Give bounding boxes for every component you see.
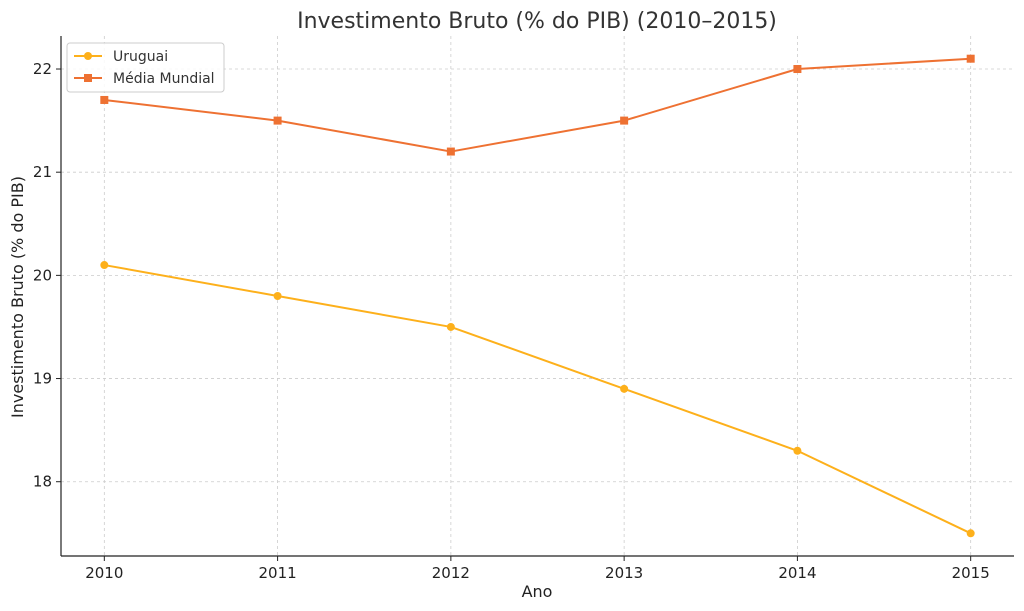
chart-title: Investimento Bruto (% do PIB) (2010–2015… <box>297 9 777 34</box>
grid-lines <box>61 36 1014 556</box>
y-tick-label: 18 <box>33 473 52 491</box>
legend-items: Uruguai Média Mundial <box>74 49 215 87</box>
series-2-point <box>273 116 282 125</box>
series-2-point <box>966 54 975 63</box>
series-1-point <box>446 322 455 331</box>
legend: Uruguai Média Mundial <box>66 42 225 93</box>
x-axis-label: Ano <box>522 582 553 601</box>
series-2 <box>100 54 975 156</box>
series-1-point <box>100 261 109 270</box>
y-tick-label: 19 <box>33 370 52 388</box>
x-tick-label: 2010 <box>85 564 123 582</box>
x-tick-label: 2012 <box>432 564 470 582</box>
y-axis-label: Investimento Bruto (% do PIB) <box>8 176 27 418</box>
series-1-legend-label: Uruguai <box>113 49 168 65</box>
series-group <box>100 54 975 538</box>
x-tick-label: 2011 <box>258 564 296 582</box>
y-tick-label: 21 <box>33 163 52 181</box>
series-2-point <box>446 147 455 156</box>
x-tick-label: 2013 <box>605 564 643 582</box>
series-1-line <box>104 264 972 535</box>
series-2-legend-marker <box>84 74 92 82</box>
series-1-point <box>273 292 282 300</box>
series-1-legend-marker <box>84 52 92 60</box>
y-tick-label: 22 <box>33 60 52 78</box>
series-1-point <box>966 529 975 538</box>
legend-box <box>66 42 225 93</box>
x-axis-ticks: 2010 2011 2012 2013 2014 2015 <box>85 556 990 582</box>
series-2-line <box>104 57 971 153</box>
series-1-point <box>793 446 802 455</box>
x-tick-label: 2014 <box>778 564 816 582</box>
series-2-legend-label: Média Mundial <box>113 71 215 87</box>
series-1 <box>100 261 975 538</box>
series-2-point <box>793 65 802 74</box>
x-tick-label: 2015 <box>952 564 990 582</box>
y-tick-label: 20 <box>33 266 52 284</box>
series-2-point <box>620 116 629 125</box>
y-axis-ticks: 18 19 20 21 22 <box>33 60 61 491</box>
series-2-point <box>100 95 109 104</box>
axes <box>60 36 1014 557</box>
series-1-point <box>620 384 629 393</box>
